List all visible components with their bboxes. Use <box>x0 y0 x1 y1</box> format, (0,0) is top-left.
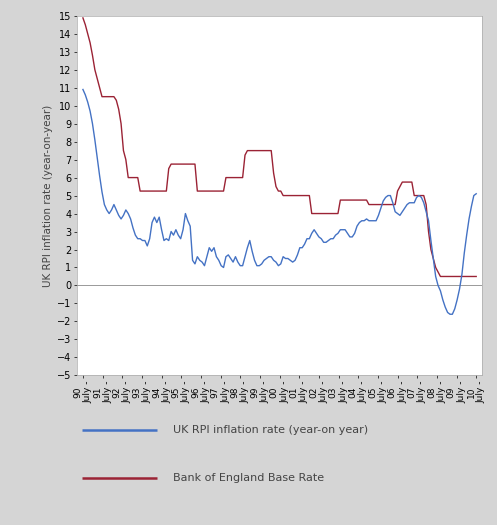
Text: Bank of England Base Rate: Bank of England Base Rate <box>173 472 325 482</box>
Text: UK RPI inflation rate (year-on year): UK RPI inflation rate (year-on year) <box>173 425 368 435</box>
Y-axis label: UK RPI inflation rate (year-on-year): UK RPI inflation rate (year-on-year) <box>43 104 53 287</box>
